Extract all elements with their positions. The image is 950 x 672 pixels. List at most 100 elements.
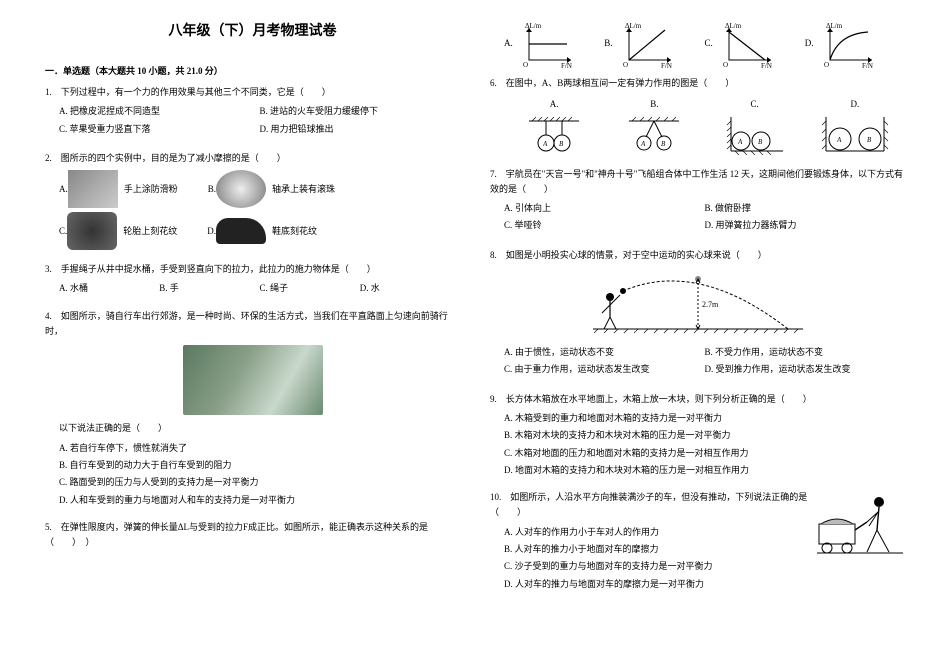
q6-a-label: A. <box>550 97 559 112</box>
svg-text:ΔL/m: ΔL/m <box>826 22 843 30</box>
q5-c-label: C. <box>705 38 713 48</box>
q2-stem: 图所示的四个实例中，目的是为了减小摩擦的是（ ） <box>61 153 286 163</box>
q1-opt-c: C. 苹果受重力竖直下落 <box>59 122 260 137</box>
svg-text:B: B <box>867 136 872 144</box>
q7-opt-a: A. 引体向上 <box>504 201 705 216</box>
q7-opt-b: B. 做俯卧撑 <box>705 201 906 216</box>
q5-chart-a: A. ΔL/m F/N O <box>504 20 604 68</box>
balls-c-svg: AB <box>725 115 785 155</box>
bearing-image <box>216 170 266 208</box>
q6-diag-c: C. AB <box>711 97 799 154</box>
exam-title: 八年级（下）月考物理试卷 <box>45 20 460 40</box>
balls-d-svg: AB <box>820 115 890 155</box>
question-3: 3. 手握绳子从井中提水桶，手受到竖直向下的拉力，此拉力的施力物体是（ ） A.… <box>45 262 460 297</box>
q9-opt-a: A. 木箱受到的重力和地面对木箱的支持力是一对平衡力 <box>504 411 905 426</box>
q9-opt-d: D. 地面对木箱的支持力和木块对木箱的压力是一对相互作用力 <box>504 463 905 478</box>
q1-opt-b: B. 进站的火车受阻力缓缓停下 <box>260 104 461 119</box>
q6-stem: 在图中，A、B两球相互间一定有弹力作用的图是（ ） <box>506 78 735 88</box>
question-10: 10. 如图所示，人沿水平方向推装满沙子的车，但没有推动，下列说法正确的是（ ）… <box>490 490 905 594</box>
q3-opt-c: C. 绳子 <box>260 281 360 296</box>
push-cart-svg <box>815 490 905 560</box>
tire-image <box>67 212 117 250</box>
q7-opt-d: D. 用弹簧拉力器练臂力 <box>705 218 906 233</box>
q2-c-text: 轮胎上刻花纹 <box>123 224 177 239</box>
q8-num: 8. <box>490 250 506 260</box>
q9-stem: 长方体木箱放在水平地面上，木箱上放一木块，则下列分析正确的是（ ） <box>506 394 812 404</box>
q8-opt-c: C. 由于重力作用，运动状态发生改变 <box>504 362 705 377</box>
svg-text:A: A <box>737 138 743 146</box>
question-7: 7. 宇航员在"天宫一号"和"神舟十号"飞船组合体中工作生活 12 天，这期间他… <box>490 167 905 236</box>
q4-opt-d: D. 人和车受到的重力与地面对人和车的支持力是一对平衡力 <box>59 493 460 508</box>
left-column: 八年级（下）月考物理试卷 一．单选题（本大题共 10 小题，共 21.0 分） … <box>30 20 475 652</box>
chart-a-yaxis: ΔL/m <box>525 22 542 30</box>
q1-stem: 下列过程中，有一个力的作用效果与其他三个不同类，它是（ ） <box>61 87 331 97</box>
q1-opt-a: A. 把橡皮泥捏成不同造型 <box>59 104 260 119</box>
svg-text:ΔL/m: ΔL/m <box>725 22 742 30</box>
q1-num: 1. <box>45 87 61 97</box>
right-column: A. ΔL/m F/N O B. ΔL/m F/NO C. Δ <box>475 20 920 652</box>
q9-options: A. 木箱受到的重力和地面对木箱的支持力是一对平衡力 B. 木箱对木块的支持力和… <box>490 411 905 478</box>
q2-opt-d: D. 鞋底刻花纹 <box>207 218 317 244</box>
chart-c-svg: ΔL/m F/N O <box>717 20 777 68</box>
q2-num: 2. <box>45 153 61 163</box>
balls-b-svg: AB <box>624 115 684 155</box>
q1-options: A. 把橡皮泥捏成不同造型 B. 进站的火车受阻力缓缓停下 C. 苹果受重力竖直… <box>45 104 460 139</box>
shoe-image <box>216 218 266 244</box>
q7-opt-c: C. 举哑铃 <box>504 218 705 233</box>
q2-row1: A. 手上涂防滑粉 B. 轴承上装有滚珠 <box>45 170 460 208</box>
q5-chart-c: C. ΔL/m F/N O <box>705 20 805 68</box>
throw-svg: 2.7m <box>588 269 808 339</box>
q2-opt-b: B. 轴承上装有滚珠 <box>208 170 335 208</box>
q6-d-label: D. <box>851 97 860 112</box>
q4-opt-a: A. 若自行车停下，惯性就消失了 <box>59 441 460 456</box>
cycling-image <box>183 345 323 415</box>
q3-opt-a: A. 水桶 <box>59 281 159 296</box>
q3-stem: 手握绳子从井中提水桶，手受到竖直向下的拉力，此拉力的施力物体是（ ） <box>61 264 376 274</box>
svg-text:ΔL/m: ΔL/m <box>625 22 642 30</box>
q2-a-text: 手上涂防滑粉 <box>124 182 178 197</box>
q5-a-label: A. <box>504 38 513 48</box>
q6-diag-a: A. A B <box>510 97 598 154</box>
svg-text:B: B <box>758 138 763 146</box>
svg-text:O: O <box>723 61 728 68</box>
q8-options: A. 由于惯性，运动状态不变 B. 不受力作用，运动状态不变 C. 由于重力作用… <box>490 345 905 380</box>
q4-stem: 如图所示，骑自行车出行郊游，是一种时尚、环保的生活方式，当我们在平直路面上匀速向… <box>45 311 448 336</box>
svg-text:B: B <box>661 140 666 148</box>
svg-text:A: A <box>640 140 646 148</box>
question-6: 6. 在图中，A、B两球相互间一定有弹力作用的图是（ ） A. AB B. <box>490 76 905 155</box>
q2-c-label: C. <box>59 224 67 239</box>
svg-text:O: O <box>623 61 628 68</box>
q5-blank: ） <box>77 537 95 547</box>
q7-num: 7. <box>490 169 506 179</box>
svg-text:F/N: F/N <box>862 62 873 68</box>
q6-diagrams: A. AB B. AB <box>490 97 905 154</box>
q6-diag-d: D. AB <box>811 97 899 154</box>
section-1-heading: 一．单选题（本大题共 10 小题，共 21.0 分） <box>45 64 460 77</box>
q2-opt-a: A. 手上涂防滑粉 <box>59 170 178 208</box>
powder-hands-image <box>68 170 118 208</box>
q3-opt-b: B. 手 <box>159 281 259 296</box>
q5-chart-d: D. ΔL/m F/NO <box>805 20 905 68</box>
svg-text:A: A <box>836 136 842 144</box>
q8-opt-b: B. 不受力作用，运动状态不变 <box>705 345 906 360</box>
svg-text:O: O <box>824 61 829 68</box>
q6-diag-b: B. AB <box>610 97 698 154</box>
q3-options: A. 水桶 B. 手 C. 绳子 D. 水 <box>45 281 460 296</box>
q6-num: 6. <box>490 78 506 88</box>
svg-text:F/N: F/N <box>761 62 772 68</box>
q2-b-text: 轴承上装有滚珠 <box>272 182 335 197</box>
q3-num: 3. <box>45 264 61 274</box>
q7-options: A. 引体向上 B. 做俯卧撑 C. 举哑铃 D. 用弹簧拉力器练臂力 <box>490 201 905 236</box>
q9-opt-c: C. 木箱对地面的压力和地面对木箱的支持力是一对相互作用力 <box>504 446 905 461</box>
q2-b-label: B. <box>208 182 216 197</box>
q10-figure <box>815 490 905 565</box>
q3-opt-d: D. 水 <box>360 281 460 296</box>
q4-opt-c: C. 路面受到的压力与人受到的支持力是一对平衡力 <box>59 475 460 490</box>
q5-b-label: B. <box>604 38 612 48</box>
chart-d-svg: ΔL/m F/N O <box>818 20 878 68</box>
q7-stem: 宇航员在"天宫一号"和"神舟十号"飞船组合体中工作生活 12 天，这期间他们要锻… <box>490 169 903 194</box>
q1-opt-d: D. 用力把铅球推出 <box>260 122 461 137</box>
svg-text:A: A <box>542 140 548 148</box>
question-1: 1. 下列过程中，有一个力的作用效果与其他三个不同类，它是（ ） A. 把橡皮泥… <box>45 85 460 139</box>
svg-text:B: B <box>559 140 564 148</box>
